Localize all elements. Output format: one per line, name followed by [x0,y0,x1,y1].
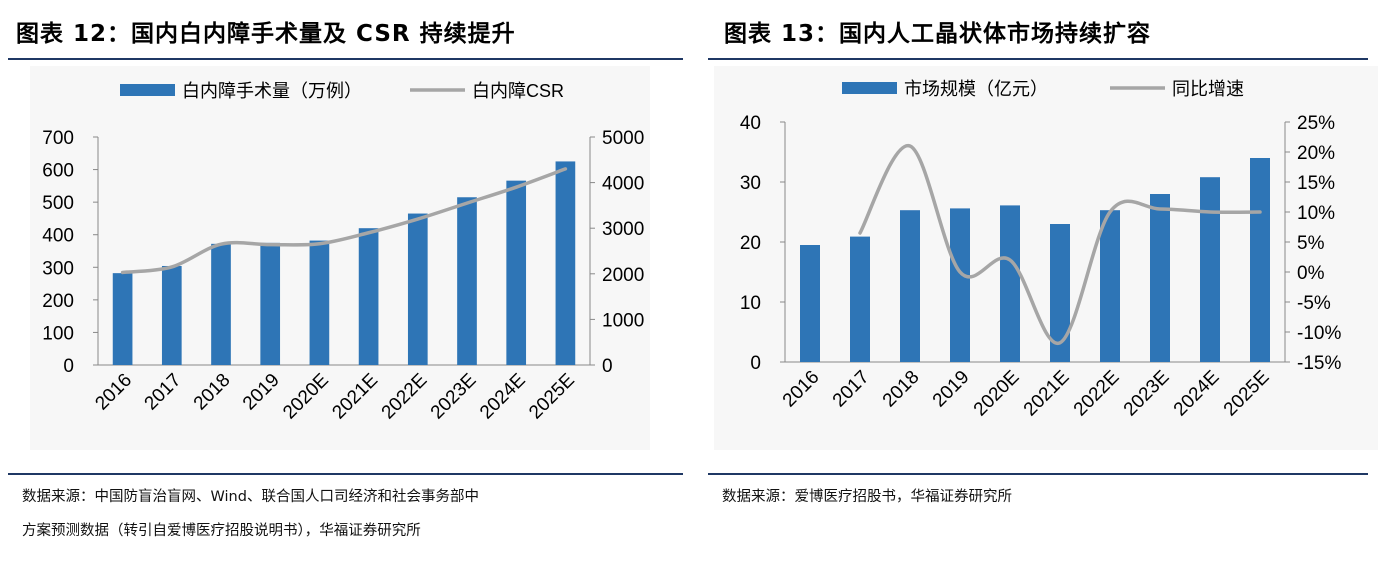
x-tick-label: 2023E [427,370,481,424]
bar-2020E [1000,205,1020,362]
x-tick-label: 2019 [239,370,284,415]
chart-cataract-surgery: 0 100 200 300 400 500 600 700 0 1000 2000 3000 4000 5… [42,81,644,424]
y-left-tick-label: 20 [740,233,761,254]
x-tick-label: 2021E [328,370,382,424]
bar-2021E [358,228,379,365]
bar-2020E [309,240,330,365]
y-left-tick-label: 500 [42,193,74,214]
y-right-tick-label: 1000 [602,310,644,331]
bar-2016 [800,245,820,362]
legend-label-bar: 白内障手术量（万例） [182,81,362,101]
figure-13-title: 图表 13：国内人工晶状体市场持续扩容 [724,21,1152,47]
left-figure-panel: 图表 12：国内白内障手术量及 CSR 持续提升 0 100 200 300 400 50… [0,0,683,562]
y-left-tick-label: 100 [42,323,74,344]
x-tick-label: 2020E [970,367,1024,421]
y-right-tick-label: -5% [1297,293,1331,314]
source-line-1: 数据来源：爱博医疗招股书，华福证券研究所 [722,489,1012,505]
y-right-tick-label: 25% [1297,113,1335,134]
bar-2022E [407,213,428,365]
series-line-1 [120,167,568,275]
y-right-tick-label: 15% [1297,173,1335,194]
bar-2024E [1200,177,1220,362]
source-line-1: 数据来源：中国防盲治盲网、Wind、联合国人口司经济和社会事务部中 [22,489,479,505]
x-tick-label: 2024E [1170,367,1224,421]
bar-2023E [1150,194,1170,362]
y-right-tick-label: 0 [602,356,613,377]
x-tick-label: 2019 [929,367,974,412]
legend-swatch-bar [120,84,175,96]
chart-iol-market: 0 10 20 30 40 -15% -10% -5% 0% 5% 10% 15% 20% 25% 2016… [740,79,1342,421]
x-tick-label: 2016 [91,370,136,415]
source-rule [8,473,683,475]
x-tick-label: 2021E [1020,367,1074,421]
x-tick-label: 2025E [1220,367,1274,421]
y-left-tick-label: 30 [740,173,761,194]
bar-2021E [1050,224,1070,362]
bar-2017 [161,265,182,365]
y-right-tick-label: 3000 [602,219,644,240]
x-tick-label: 2023E [1120,367,1174,421]
y-left-tick-label: 0 [63,356,74,377]
right-figure-panel: 图表 13：国内人工晶状体市场持续扩容 0 10 20 30 40 -15% -10% -5%… [700,0,1394,562]
bar-2017 [850,236,870,362]
x-tick-label: 2024E [476,370,530,424]
x-tick-label: 2016 [779,367,824,412]
legend-label-line: 白内障CSR [472,81,564,101]
y-right-tick-label: 0% [1297,263,1325,284]
x-tick-label: 2018 [190,370,235,415]
y-right-tick-label: 2000 [602,265,644,286]
y-left-tick-label: 10 [740,293,761,314]
bar-2024E [506,180,527,365]
y-right-tick-label: 10% [1297,203,1335,224]
bar-2018 [211,243,231,365]
title-rule [708,58,1368,60]
y-left-tick-label: 600 [42,161,74,182]
bar-2025E [1250,158,1270,362]
title-rule [8,58,683,60]
legend-label-bar: 市场规模（亿元） [904,79,1048,99]
y-right-tick-label: -15% [1297,353,1341,374]
y-right-tick-label: 20% [1297,143,1335,164]
figure-12-title: 图表 12：国内白内障手术量及 CSR 持续提升 [16,21,516,47]
y-left-tick-label: 40 [740,113,761,134]
bar-2025E [555,161,576,365]
bar-2023E [457,197,477,365]
bar-2018 [900,210,920,362]
legend-swatch-bar [842,82,897,94]
bar-2019 [950,208,970,362]
y-left-tick-label: 700 [42,128,74,149]
legend-label-line: 同比增速 [1172,79,1244,99]
bar-2019 [260,242,281,365]
source-line-2: 方案预测数据（转引自爱博医疗招股说明书），华福证券研究所 [22,523,421,539]
x-tick-label: 2020E [279,370,333,424]
y-right-tick-label: 5000 [602,128,644,149]
x-tick-label: 2017 [829,367,874,412]
y-left-tick-label: 0 [750,353,761,374]
y-right-tick-label: -10% [1297,323,1341,344]
source-rule [708,473,1368,475]
y-left-tick-label: 200 [42,291,74,312]
x-tick-label: 2025E [525,370,579,424]
chart-background [30,66,650,450]
bar-2016 [112,273,133,365]
bar-2022E [1100,210,1120,362]
y-left-tick-label: 400 [42,226,74,247]
x-tick-label: 2017 [141,370,186,415]
series-line-1 [858,144,1262,345]
y-left-tick-label: 300 [42,258,74,279]
x-tick-label: 2022E [1070,367,1124,421]
y-right-tick-label: 4000 [602,174,644,195]
y-right-tick-label: 5% [1297,233,1325,254]
x-tick-label: 2022E [378,370,432,424]
x-tick-label: 2018 [879,367,924,412]
